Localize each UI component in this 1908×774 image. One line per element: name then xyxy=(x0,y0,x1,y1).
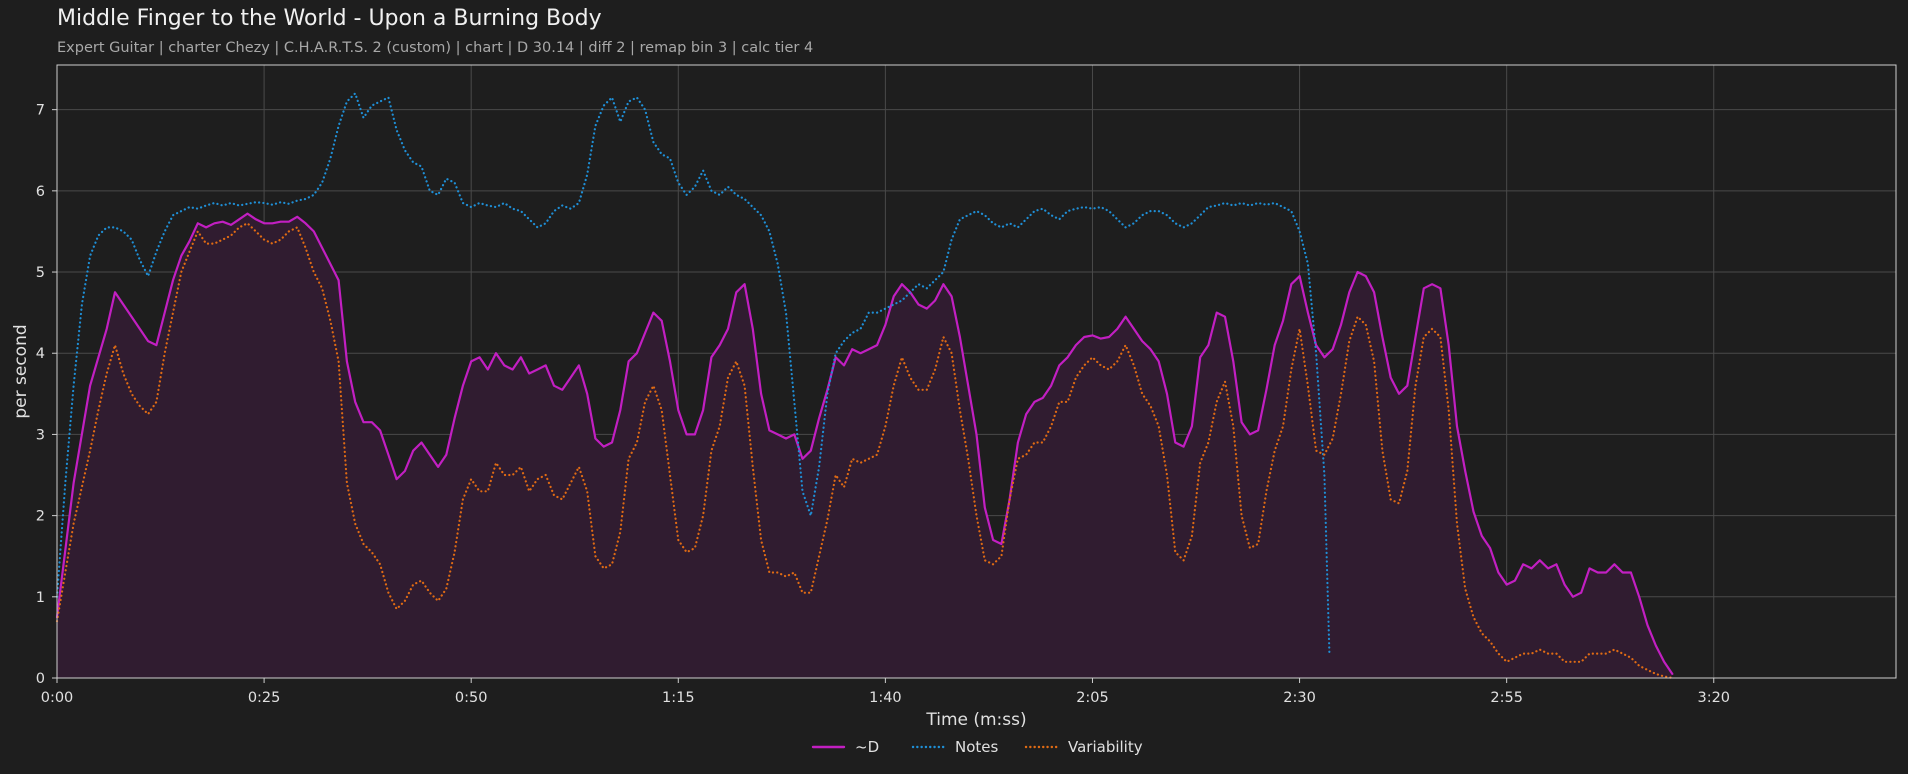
y-tick-label-3: 3 xyxy=(36,427,45,443)
area-fill xyxy=(57,213,1673,678)
y-tick-label-5: 5 xyxy=(36,265,45,281)
series-lines xyxy=(55,92,1674,680)
series-line-1 xyxy=(55,92,1331,655)
plot-frame xyxy=(56,64,1897,679)
legend: ~D Notes Variability xyxy=(811,738,1143,756)
x-tick-label-1: 0:25 xyxy=(248,690,281,706)
chart-title: Middle Finger to the World - Upon a Burn… xyxy=(57,6,602,31)
y-tick-label-0: 0 xyxy=(36,671,45,687)
series-fill-0 xyxy=(57,213,1673,678)
y-tick-label-1: 1 xyxy=(36,590,45,606)
x-tick-label-6: 2:30 xyxy=(1283,690,1316,706)
y-tick-label-2: 2 xyxy=(36,509,45,525)
y-tick-label-7: 7 xyxy=(36,103,45,119)
x-tick-label-4: 1:40 xyxy=(869,690,902,706)
series-line-0 xyxy=(55,212,1674,675)
x-axis-label: Time (m:ss) xyxy=(925,710,1026,730)
y-axis-label: per second xyxy=(11,324,31,418)
legend-label-0: ~D xyxy=(855,738,879,756)
x-tick-label-8: 3:20 xyxy=(1697,690,1730,706)
y-tick-label-6: 6 xyxy=(36,184,45,200)
x-tick-label-0: 0:00 xyxy=(41,690,74,706)
x-tick-label-7: 2:55 xyxy=(1490,690,1523,706)
legend-label-2: Variability xyxy=(1068,738,1143,756)
x-tick-label-2: 0:50 xyxy=(455,690,488,706)
x-tick-label-3: 1:15 xyxy=(662,690,695,706)
chart-subtitle: Expert Guitar | charter Chezy | C.H.A.R.… xyxy=(57,40,814,56)
x-tick-label-5: 2:05 xyxy=(1076,690,1109,706)
tick-labels: 0:00 0:25 0:50 1:15 1:40 2:05 2:30 2:55 3:20 0 1 2 3… xyxy=(36,103,1730,706)
series-line-2 xyxy=(55,222,1674,680)
y-tick-label-4: 4 xyxy=(36,346,45,362)
legend-label-1: Notes xyxy=(955,738,999,756)
